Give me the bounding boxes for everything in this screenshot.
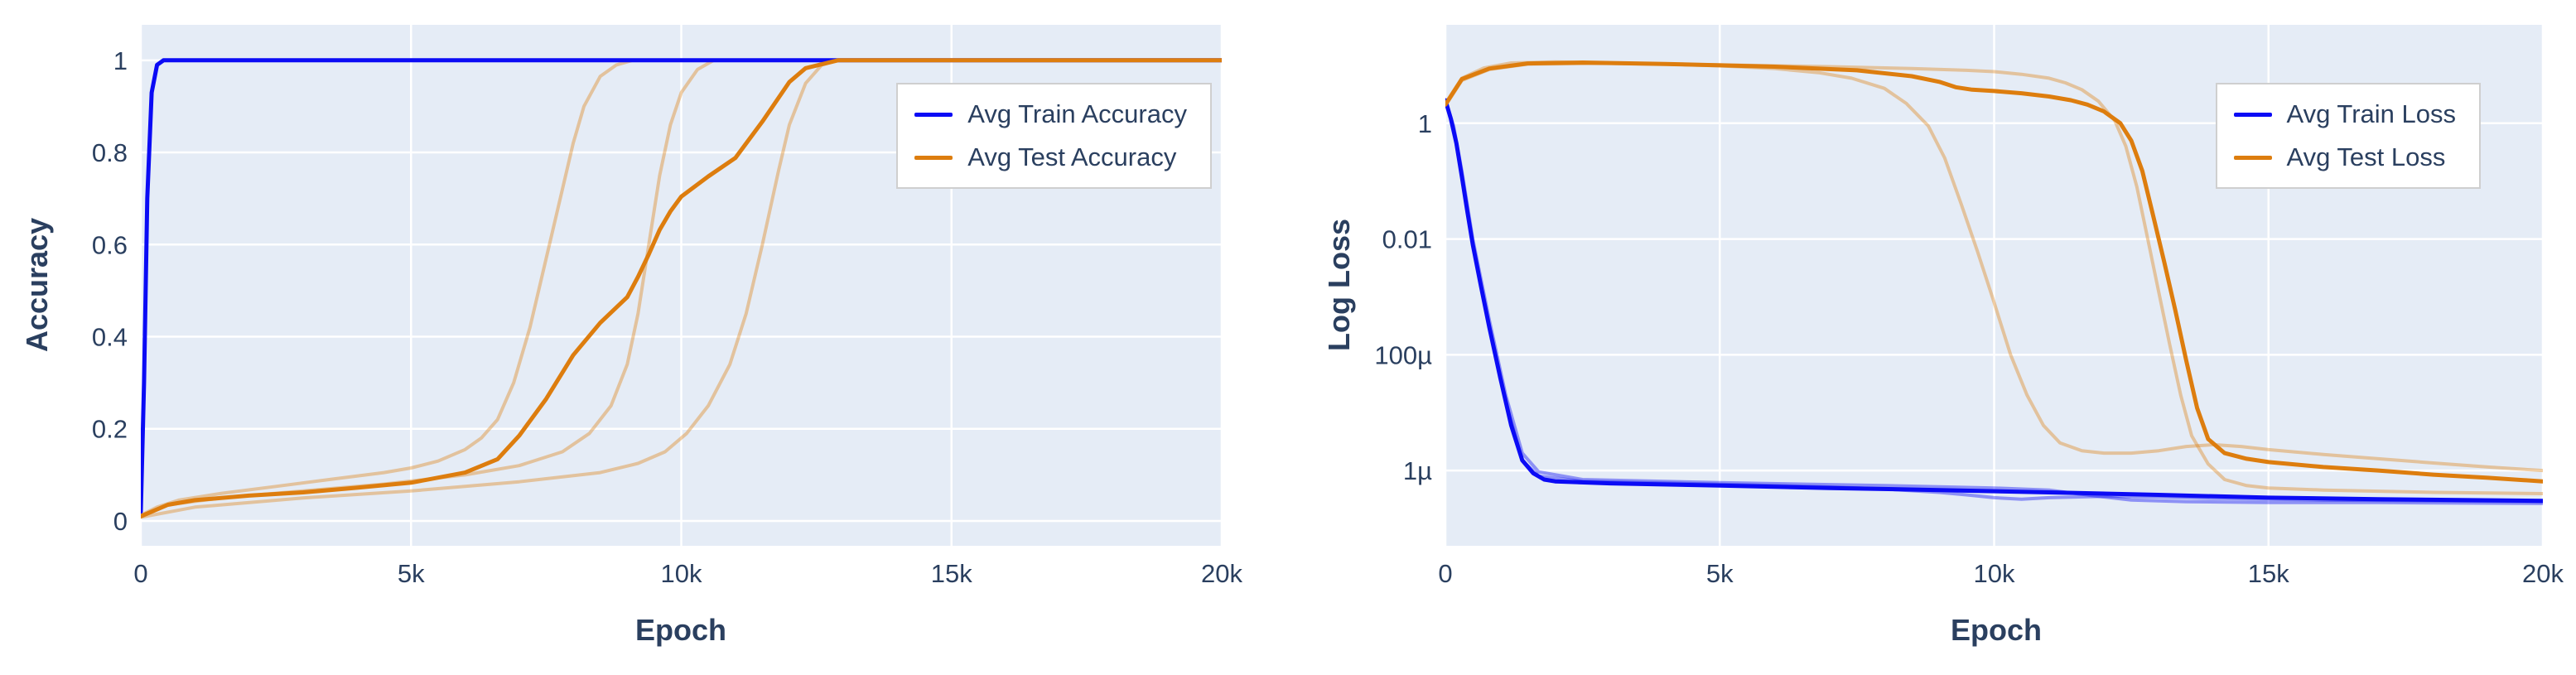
loss-chart: 0 5k 10k 15k 20k 1µ 100µ 0.01 1 Log Loss Epoch A…	[1288, 0, 2576, 675]
train-line-swatch-icon	[2233, 112, 2272, 117]
x-tick-label: 15k	[2248, 559, 2289, 588]
y-tick-label: 0.4	[92, 323, 128, 352]
accuracy-chart: 0 5k 10k 15k 20k 0 0.2 0.4 0.6 0.8 1 Accuracy Epoc…	[20, 25, 1242, 647]
legend-item-avg-test-loss[interactable]: Avg Test Loss	[2233, 142, 2456, 172]
y-tick-label: 1	[1418, 109, 1432, 138]
legend-label: Avg Train Accuracy	[967, 99, 1187, 128]
accuracy-x-axis-title: Epoch	[634, 613, 727, 647]
x-tick-label: 5k	[398, 559, 425, 588]
series-line-test-accuracy-run-1	[141, 58, 1222, 518]
x-tick-label: 15k	[931, 559, 972, 588]
legend-label: Avg Test Loss	[2286, 142, 2446, 171]
series-line-avg-train-accuracy	[141, 58, 1222, 514]
x-tick-label: 5k	[1706, 559, 1734, 588]
test-line-swatch-icon	[2233, 155, 2272, 160]
y-tick-label: 0.2	[92, 415, 128, 444]
accuracy-y-axis-title: Accuracy	[20, 217, 54, 353]
train-line-swatch-icon	[914, 112, 953, 117]
y-tick-label: 0.6	[92, 230, 128, 259]
loss-legend: Avg Train Loss Avg Test Loss	[2215, 83, 2481, 189]
series-line-avg-test-accuracy	[141, 58, 1222, 518]
legend-item-avg-train-accuracy[interactable]: Avg Train Accuracy	[914, 99, 1187, 129]
series-lines	[141, 58, 1222, 519]
accuracy-legend: Avg Train Accuracy Avg Test Accuracy	[896, 83, 1212, 189]
legend-item-avg-train-loss[interactable]: Avg Train Loss	[2233, 99, 2456, 129]
y-tick-label: 0.01	[1382, 225, 1432, 254]
y-tick-label: 0.8	[92, 138, 128, 167]
series-line-avg-test-loss	[1445, 60, 2543, 484]
x-tick-label: 10k	[1974, 559, 2015, 588]
legend-item-avg-test-accuracy[interactable]: Avg Test Accuracy	[914, 142, 1187, 172]
x-tick-label: 20k	[2522, 559, 2564, 588]
y-tick-label: 100µ	[1374, 340, 1432, 369]
loss-y-axis-title: Log Loss	[1322, 219, 1356, 351]
series-lines	[1445, 60, 2543, 505]
x-tick-label: 0	[133, 559, 147, 588]
y-tick-label: 1µ	[1403, 456, 1432, 485]
x-tick-label: 0	[1438, 559, 1452, 588]
legend-label: Avg Test Accuracy	[967, 142, 1177, 171]
loss-x-axis-title: Epoch	[1950, 613, 2043, 647]
x-tick-label: 20k	[1201, 559, 1242, 588]
y-tick-label: 1	[113, 46, 128, 75]
series-line-test-accuracy-run-3	[141, 58, 1222, 519]
legend-label: Avg Train Loss	[2286, 99, 2456, 128]
test-line-swatch-icon	[914, 155, 953, 160]
x-tick-label: 10k	[661, 559, 702, 588]
series-line-avg-train-loss	[1445, 98, 2543, 504]
y-tick-label: 0	[113, 507, 128, 536]
